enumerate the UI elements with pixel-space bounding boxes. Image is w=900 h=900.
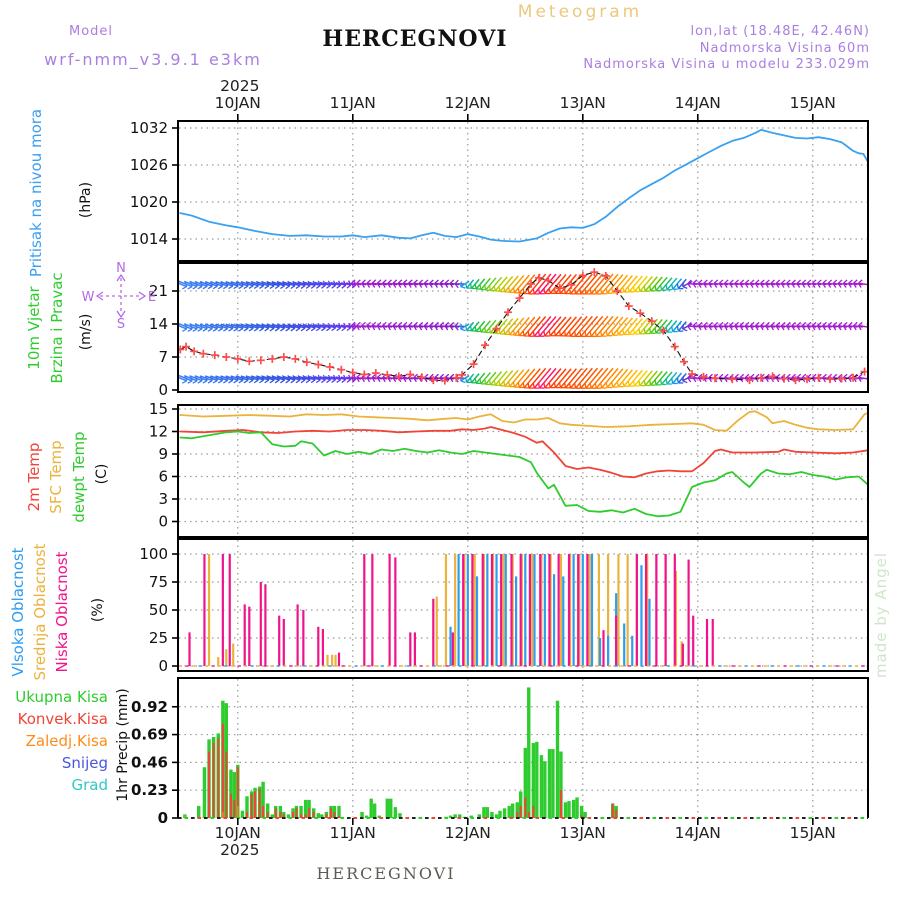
svg-text:50: 50 bbox=[149, 601, 168, 619]
cloud-high-legend: Vlsoka Oblacnost bbox=[9, 547, 27, 677]
svg-text:0.92: 0.92 bbox=[131, 698, 168, 716]
precip-total-legend: Ukupna Kisa bbox=[15, 688, 108, 706]
svg-text:25: 25 bbox=[149, 629, 168, 647]
svg-text:15JAN: 15JAN bbox=[790, 824, 836, 842]
lonlat-text: lon,lat (18.48E, 42.46N) bbox=[690, 24, 870, 39]
wind-unit-label: (m/s) bbox=[78, 313, 94, 351]
svg-text:1026: 1026 bbox=[130, 156, 168, 174]
svg-text:14JAN: 14JAN bbox=[675, 824, 721, 842]
svg-text:0: 0 bbox=[158, 657, 168, 675]
header-right-block: lon,lat (18.48E, 42.46N) Nadmorska Visin… bbox=[583, 24, 870, 74]
svg-text:9: 9 bbox=[158, 445, 168, 463]
precip-panel: 0 0.23 0.46 0.69 0.92 bbox=[131, 679, 867, 827]
svg-text:12JAN: 12JAN bbox=[445, 824, 491, 842]
wind-compass: N S W E bbox=[82, 261, 157, 332]
svg-text:N: N bbox=[116, 261, 126, 276]
svg-text:11JAN: 11JAN bbox=[330, 824, 376, 842]
precip-bars bbox=[183, 687, 618, 818]
station-title: HERCEGNOVI bbox=[322, 26, 508, 52]
svg-text:10JAN: 10JAN bbox=[215, 94, 261, 112]
watermark: made by Angel bbox=[872, 551, 890, 679]
precip-unit-label: 1hr Precip (mm) bbox=[115, 688, 131, 802]
svg-text:15JAN: 15JAN bbox=[790, 94, 836, 112]
precip-hail-legend: Grad bbox=[71, 776, 108, 794]
svg-text:0: 0 bbox=[158, 381, 168, 399]
cloud-bars bbox=[179, 554, 865, 667]
svg-text:15: 15 bbox=[149, 400, 168, 418]
wind-axis-title-1: 10m Vjetar bbox=[25, 286, 43, 370]
pressure-series bbox=[179, 128, 868, 243]
wind-axis-title-2: Brzina i Pravac bbox=[48, 272, 66, 384]
model-elevation-text: Nadmorska Visina u modelu 233.029m bbox=[583, 57, 870, 72]
cloud-low-legend: Niska Oblacnost bbox=[53, 551, 71, 673]
temp-2m-legend: 2m Temp bbox=[25, 442, 43, 512]
year-top: 2025 bbox=[220, 77, 259, 95]
wind-speed-series bbox=[178, 268, 868, 385]
model-label: Model bbox=[68, 24, 114, 39]
svg-text:0: 0 bbox=[158, 513, 168, 531]
svg-text:10JAN: 10JAN bbox=[215, 824, 261, 842]
svg-text:0.23: 0.23 bbox=[131, 781, 168, 799]
svg-text:0.69: 0.69 bbox=[131, 726, 168, 744]
temp-dewpt-legend: dewpt Temp bbox=[70, 431, 88, 523]
svg-text:W: W bbox=[82, 290, 95, 305]
svg-text:0.46: 0.46 bbox=[131, 753, 168, 771]
svg-text:3: 3 bbox=[158, 490, 168, 508]
svg-text:7: 7 bbox=[158, 348, 168, 366]
precip-convective-legend: Konvek.Kisa bbox=[17, 710, 108, 728]
svg-text:E: E bbox=[148, 290, 156, 305]
precip-zaledj-legend: Zaledj.Kisa bbox=[25, 732, 108, 750]
elevation-text: Nadmorska Visina 60m bbox=[699, 40, 870, 56]
svg-text:6: 6 bbox=[158, 468, 168, 486]
pressure-unit-label: (hPa) bbox=[78, 181, 94, 219]
svg-text:0: 0 bbox=[158, 809, 168, 827]
temp-series bbox=[179, 410, 868, 518]
cloud-mid-legend: Srednja Oblacnost bbox=[31, 543, 49, 681]
svg-text:75: 75 bbox=[149, 573, 168, 591]
svg-text:1032: 1032 bbox=[130, 119, 168, 137]
svg-text:14JAN: 14JAN bbox=[675, 94, 721, 112]
year-bottom: 2025 bbox=[220, 841, 259, 859]
svg-text:1014: 1014 bbox=[130, 230, 168, 248]
pressure-axis-title: Pritisak na nivou mora bbox=[27, 108, 45, 278]
svg-text:14: 14 bbox=[149, 315, 168, 333]
svg-text:S: S bbox=[117, 317, 125, 332]
pressure-panel: 1014 1020 1026 1032 bbox=[130, 119, 867, 260]
time-axis: 10JAN 10JAN 11JAN 11JAN 12JAN 12JAN 13JAN 13JAN… bbox=[215, 77, 836, 859]
cloud-unit-label: (%) bbox=[90, 597, 106, 623]
svg-text:13JAN: 13JAN bbox=[560, 94, 606, 112]
temp-unit-label: (C) bbox=[94, 463, 110, 485]
model-name: wrf-nmm_v3.9.1 e3km bbox=[44, 50, 262, 69]
temp-sfc-legend: SFC Temp bbox=[47, 440, 65, 514]
svg-text:1020: 1020 bbox=[130, 193, 168, 211]
svg-text:13JAN: 13JAN bbox=[560, 824, 606, 842]
footer-station: HERCEGNOVI bbox=[316, 864, 456, 883]
svg-text:21: 21 bbox=[149, 282, 168, 300]
page-title: Meteogram bbox=[517, 2, 643, 22]
precip-snow-legend: Snijeg bbox=[61, 754, 108, 772]
svg-text:11JAN: 11JAN bbox=[330, 94, 376, 112]
svg-text:12: 12 bbox=[149, 423, 168, 441]
temp-panel: 0 3 6 9 12 15 bbox=[149, 400, 867, 536]
svg-text:12JAN: 12JAN bbox=[445, 94, 491, 112]
svg-text:100: 100 bbox=[139, 545, 168, 563]
